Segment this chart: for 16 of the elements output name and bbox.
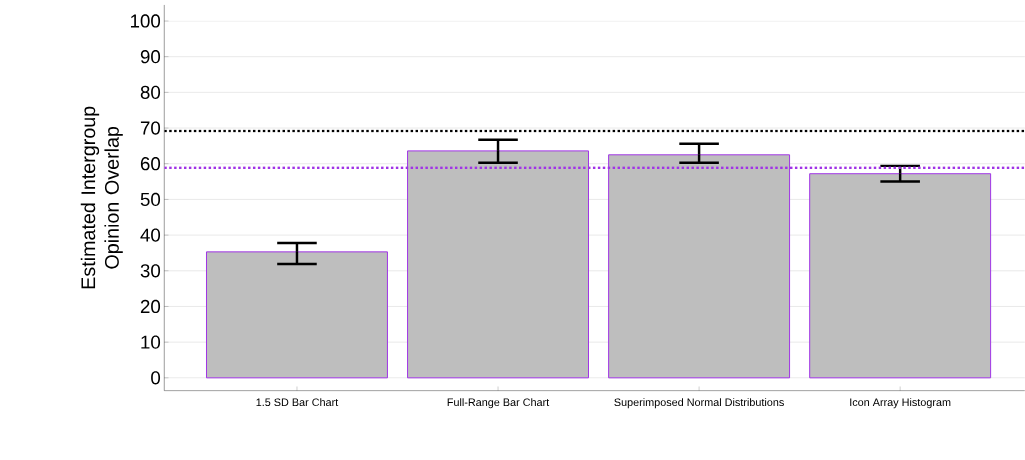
y-tick-label: 50 [140, 192, 161, 207]
x-tick-label: Icon Array Histogram [850, 398, 951, 409]
y-tick-label: 30 [140, 264, 161, 278]
y-tick-label: 20 [140, 299, 161, 314]
y-tick-label: 70 [140, 121, 161, 135]
x-tick-label: 1.5 SD Bar Chart [256, 398, 339, 407]
y-tick-label: 60 [140, 157, 161, 171]
y-tick-label: 40 [140, 228, 161, 242]
y-tick-label: 100 [130, 14, 161, 28]
x-tick-label: Superimposed Normal Distributions [614, 398, 784, 409]
y-tick-label: 80 [140, 85, 161, 100]
y-tick-label: 0 [151, 371, 161, 385]
y-axis-title: Estimated Intergroup Opinion Overlap [80, 106, 123, 289]
y-tick-label: 90 [140, 50, 161, 64]
y-tick-label: 10 [141, 335, 161, 349]
x-tick-label: Full-Range Bar Chart [447, 398, 550, 409]
